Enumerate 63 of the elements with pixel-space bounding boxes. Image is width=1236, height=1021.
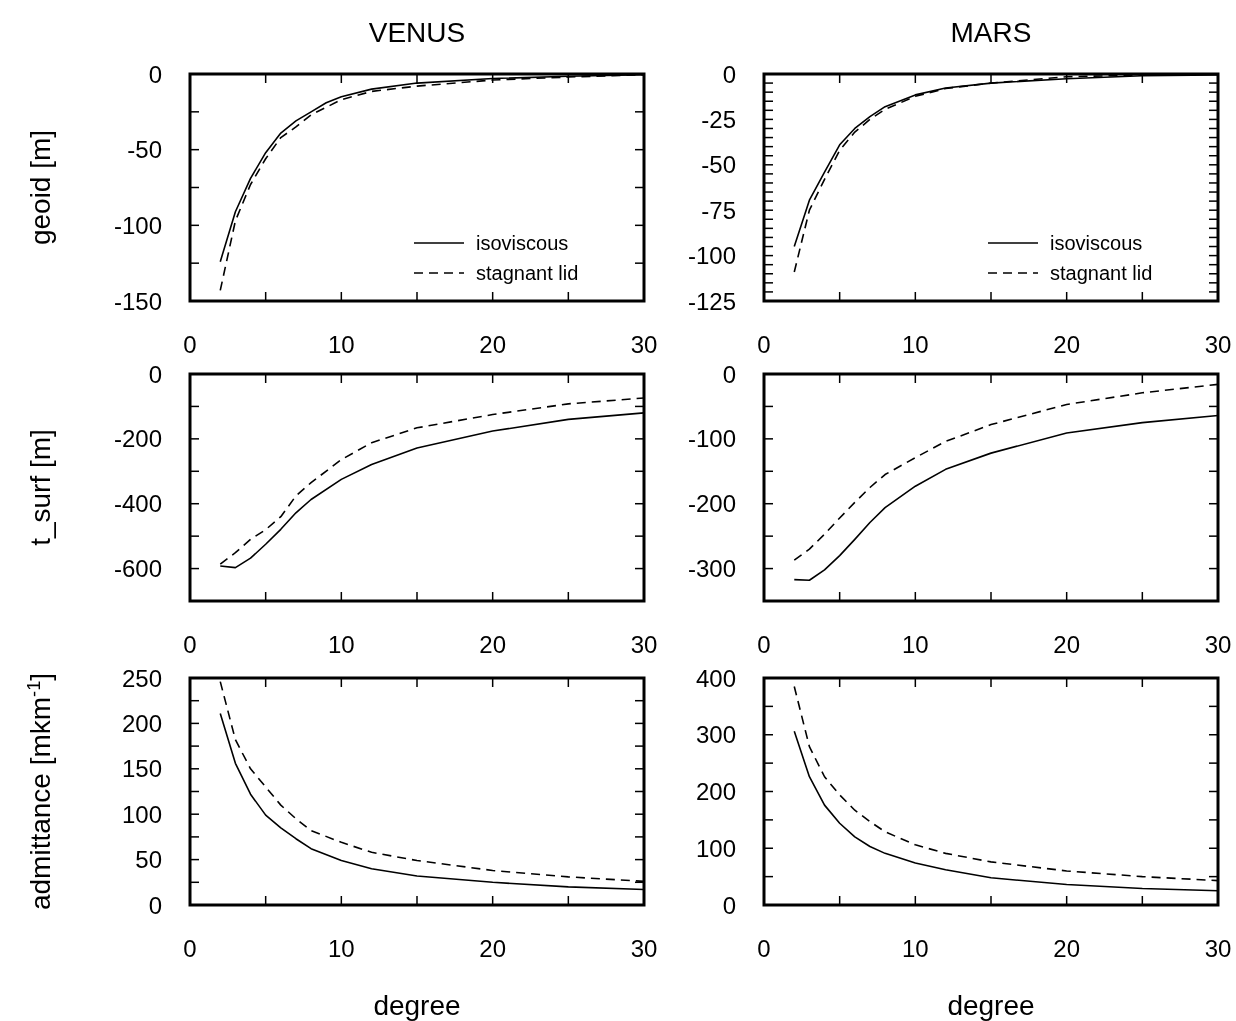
- y-axis-title: geoid [m]: [25, 129, 56, 246]
- y-tick-label: -200: [113, 425, 162, 453]
- x-axis-title: degree: [947, 990, 1035, 1021]
- y-tick-label: 100: [695, 834, 736, 862]
- y-tick-label: -600: [113, 555, 162, 583]
- x-tick-label: 20: [1053, 331, 1081, 358]
- x-tick-label: 10: [327, 935, 355, 962]
- y-tick-label: -200: [687, 490, 736, 518]
- x-axis-title: degree: [373, 990, 461, 1021]
- legend-label: stagnant lid: [476, 262, 579, 285]
- y-tick-label: 0: [148, 360, 162, 388]
- x-tick-label: 30: [630, 331, 658, 358]
- legend-label: stagnant lid: [1050, 262, 1153, 285]
- y-tick-label: -100: [687, 425, 736, 453]
- y-tick-label: 300: [695, 721, 736, 749]
- y-tick-label: 0: [722, 60, 736, 88]
- y-tick-label: 0: [148, 60, 162, 88]
- y-tick-label: -100: [113, 211, 162, 239]
- y-tick-label: -100: [687, 242, 736, 270]
- y-tick-label: 0: [722, 891, 736, 919]
- x-tick-label: 20: [479, 631, 507, 658]
- x-tick-label: 30: [1204, 935, 1232, 962]
- x-tick-label: 0: [183, 631, 197, 658]
- x-tick-label: 0: [757, 331, 771, 358]
- x-tick-label: 0: [757, 631, 771, 658]
- y-tick-label: -50: [127, 136, 162, 164]
- y-tick-label: 0: [722, 360, 736, 388]
- x-tick-label: 20: [1053, 631, 1081, 658]
- y-tick-label: 0: [148, 891, 162, 919]
- x-tick-label: 30: [1204, 331, 1232, 358]
- x-tick-label: 10: [327, 331, 355, 358]
- x-tick-label: 20: [1053, 935, 1081, 962]
- x-tick-label: 20: [479, 935, 507, 962]
- x-tick-label: 0: [183, 331, 197, 358]
- y-axis-title: t_surf [m]: [25, 429, 56, 546]
- y-tick-label: 50: [135, 846, 162, 874]
- x-tick-label: 10: [901, 331, 929, 358]
- y-tick-label: 400: [695, 664, 736, 692]
- y-tick-label: 150: [121, 755, 162, 783]
- y-tick-label: -300: [687, 555, 736, 583]
- x-tick-label: 10: [901, 935, 929, 962]
- y-tick-label: -125: [687, 287, 736, 315]
- x-tick-label: 0: [183, 935, 197, 962]
- y-tick-label: -75: [701, 196, 736, 224]
- y-tick-label: 250: [121, 664, 162, 692]
- x-tick-label: 10: [901, 631, 929, 658]
- y-tick-label: 100: [121, 800, 162, 828]
- legend-label: isoviscous: [476, 232, 569, 255]
- chart-title: VENUS: [368, 17, 466, 48]
- x-tick-label: 30: [630, 631, 658, 658]
- x-tick-label: 10: [327, 631, 355, 658]
- y-tick-label: -25: [701, 106, 736, 134]
- legend-label: isoviscous: [1050, 232, 1143, 255]
- chart-title: MARS: [950, 17, 1032, 48]
- x-tick-label: 30: [1204, 631, 1232, 658]
- y-tick-label: 200: [695, 778, 736, 806]
- x-tick-label: 30: [630, 935, 658, 962]
- x-tick-label: 0: [757, 935, 771, 962]
- y-tick-label: -150: [113, 287, 162, 315]
- y-tick-label: 200: [121, 710, 162, 738]
- x-tick-label: 20: [479, 331, 507, 358]
- y-tick-label: -400: [113, 490, 162, 518]
- y-tick-label: -50: [701, 151, 736, 179]
